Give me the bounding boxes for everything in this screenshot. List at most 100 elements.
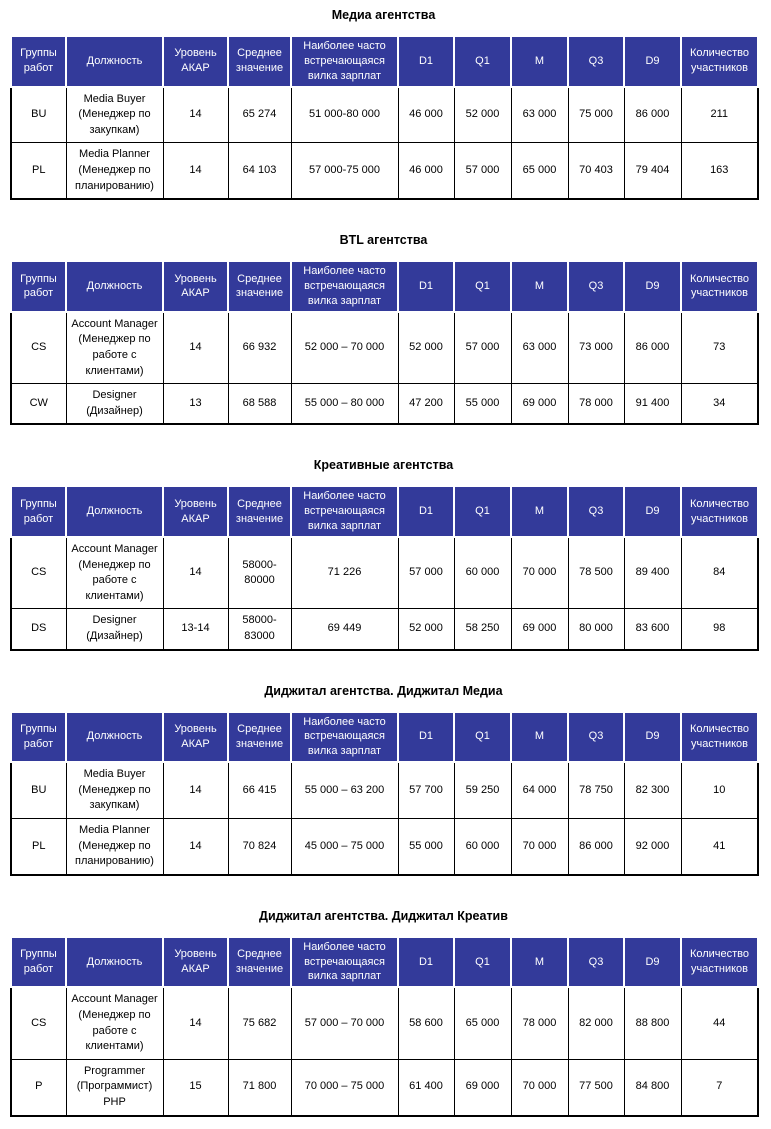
table-row: P Programmer (Программист) PHP 15 71 800 70 … <box>10 1058 759 1117</box>
column-header: D1 <box>397 35 455 88</box>
table-row: BU Media Buyer (Менеджер по закупкам) 14 65… <box>10 85 759 144</box>
table-cell: 73 000 <box>567 310 625 385</box>
header-row: Группы работ Должность Уровень АКАР Среднее… <box>10 935 759 989</box>
column-header: Среднее значение <box>227 260 292 313</box>
table-row: CS Account Manager (Менеджер по работе с … <box>10 986 759 1060</box>
table-cell: 14 <box>162 986 229 1060</box>
salary-table-digital-creative: Группы работ Должность Уровень АКАР Среднее… <box>10 935 759 1117</box>
table-row: BU Media Buyer (Менеджер по закупкам) 14 66… <box>10 761 759 819</box>
table-row: CS Account Manager (Менеджер по работе с … <box>10 535 759 610</box>
table-cell: BU <box>10 85 67 144</box>
salary-table-btl-agencies: Группы работ Должность Уровень АКАР Среднее… <box>10 260 759 426</box>
table-title-creative-agencies: Креативные агентства <box>313 458 454 473</box>
header-row: Группы работ Должность Уровень АКАР Среднее… <box>10 710 759 764</box>
section-digital-media: Диджитал агентства. Диджитал Медиа Групп… <box>10 684 759 876</box>
table-cell: 64 103 <box>227 142 292 201</box>
table-cell: 57 700 <box>397 761 455 819</box>
column-header: Уровень АКАР <box>162 485 229 538</box>
column-header: Уровень АКАР <box>162 35 229 88</box>
table-cell: 84 800 <box>623 1058 682 1117</box>
table-cell: 57 000 – 70 000 <box>290 986 399 1060</box>
table-cell: 59 250 <box>453 761 512 819</box>
column-header: Среднее значение <box>227 35 292 88</box>
table-cell: 69 000 <box>510 383 569 426</box>
table-cell: CW <box>10 383 67 426</box>
table-cell: 15 <box>162 1058 229 1117</box>
table-cell: 14 <box>162 817 229 876</box>
table-cell: PL <box>10 817 67 876</box>
column-header: Уровень АКАР <box>162 935 229 989</box>
column-header: D1 <box>397 485 455 538</box>
table-cell: 58000-83000 <box>227 608 292 651</box>
table-cell: 69 449 <box>290 608 399 651</box>
table-cell: 66 932 <box>227 310 292 385</box>
table-cell: Media Buyer (Менеджер по закупкам) <box>65 761 164 819</box>
column-header: Должность <box>65 260 164 313</box>
column-header: Количество участников <box>680 260 759 313</box>
table-cell: PL <box>10 142 67 201</box>
table-cell: 68 588 <box>227 383 292 426</box>
section-btl-agencies: BTL агентства Группы работ Должность Урове… <box>10 233 759 426</box>
header-row: Группы работ Должность Уровень АКАР Среднее… <box>10 35 759 88</box>
column-header: Q3 <box>567 35 625 88</box>
table-cell: Media Buyer (Менеджер по закупкам) <box>65 85 164 144</box>
column-header: Количество участников <box>680 35 759 88</box>
table-cell: Account Manager (Менеджер по работе с кл… <box>65 986 164 1060</box>
table-cell: 78 750 <box>567 761 625 819</box>
column-header: Q1 <box>453 35 512 88</box>
table-cell: 86 000 <box>623 85 682 144</box>
table-cell: 14 <box>162 535 229 610</box>
table-cell: 75 000 <box>567 85 625 144</box>
table-cell: Media Planner (Менеджер по планированию) <box>65 817 164 876</box>
table-cell: 57 000 <box>453 310 512 385</box>
table-cell: 61 400 <box>397 1058 455 1117</box>
column-header: Группы работ <box>10 260 67 313</box>
column-header: Q3 <box>567 485 625 538</box>
table-title-btl-agencies: BTL агентства <box>339 233 428 248</box>
table-cell: CS <box>10 310 67 385</box>
table-cell: 211 <box>680 85 759 144</box>
table-cell: 57 000 <box>453 142 512 201</box>
table-cell: 70 000 <box>510 1058 569 1117</box>
column-header: M <box>510 260 569 313</box>
header-row: Группы работ Должность Уровень АКАР Среднее… <box>10 485 759 538</box>
column-header: Количество участников <box>680 485 759 538</box>
table-cell: 60 000 <box>453 535 512 610</box>
table-cell: 91 400 <box>623 383 682 426</box>
table-row: PL Media Planner (Менеджер по планировани… <box>10 142 759 201</box>
column-header: Среднее значение <box>227 935 292 989</box>
table-cell: 82 000 <box>567 986 625 1060</box>
table-cell: 52 000 <box>397 608 455 651</box>
column-header: D9 <box>623 935 682 989</box>
table-cell: 51 000-80 000 <box>290 85 399 144</box>
column-header: D9 <box>623 710 682 764</box>
column-header: D1 <box>397 260 455 313</box>
table-cell: Account Manager (Менеджер по работе с кл… <box>65 310 164 385</box>
column-header: D1 <box>397 935 455 989</box>
column-header: Q1 <box>453 935 512 989</box>
column-header: M <box>510 485 569 538</box>
table-cell: 10 <box>680 761 759 819</box>
column-header: Наиболее часто встречающаяся вилка зарпл… <box>290 935 399 989</box>
table-cell: 58000-80000 <box>227 535 292 610</box>
table-row: DS Designer (Дизайнер) 13-14 58000-83000 69 … <box>10 608 759 651</box>
table-cell: 46 000 <box>397 142 455 201</box>
table-cell: 86 000 <box>567 817 625 876</box>
table-cell: 66 415 <box>227 761 292 819</box>
column-header: M <box>510 35 569 88</box>
column-header: Количество участников <box>680 935 759 989</box>
table-cell: 73 <box>680 310 759 385</box>
table-cell: CS <box>10 986 67 1060</box>
table-cell: CS <box>10 535 67 610</box>
column-header: Группы работ <box>10 710 67 764</box>
column-header: Должность <box>65 485 164 538</box>
table-cell: 65 274 <box>227 85 292 144</box>
table-cell: BU <box>10 761 67 819</box>
table-cell: 80 000 <box>567 608 625 651</box>
table-cell: 70 000 – 75 000 <box>290 1058 399 1117</box>
table-cell: 64 000 <box>510 761 569 819</box>
table-cell: 70 000 <box>510 535 569 610</box>
table-cell: 14 <box>162 310 229 385</box>
table-row: CS Account Manager (Менеджер по работе с … <box>10 310 759 385</box>
column-header: Q3 <box>567 260 625 313</box>
